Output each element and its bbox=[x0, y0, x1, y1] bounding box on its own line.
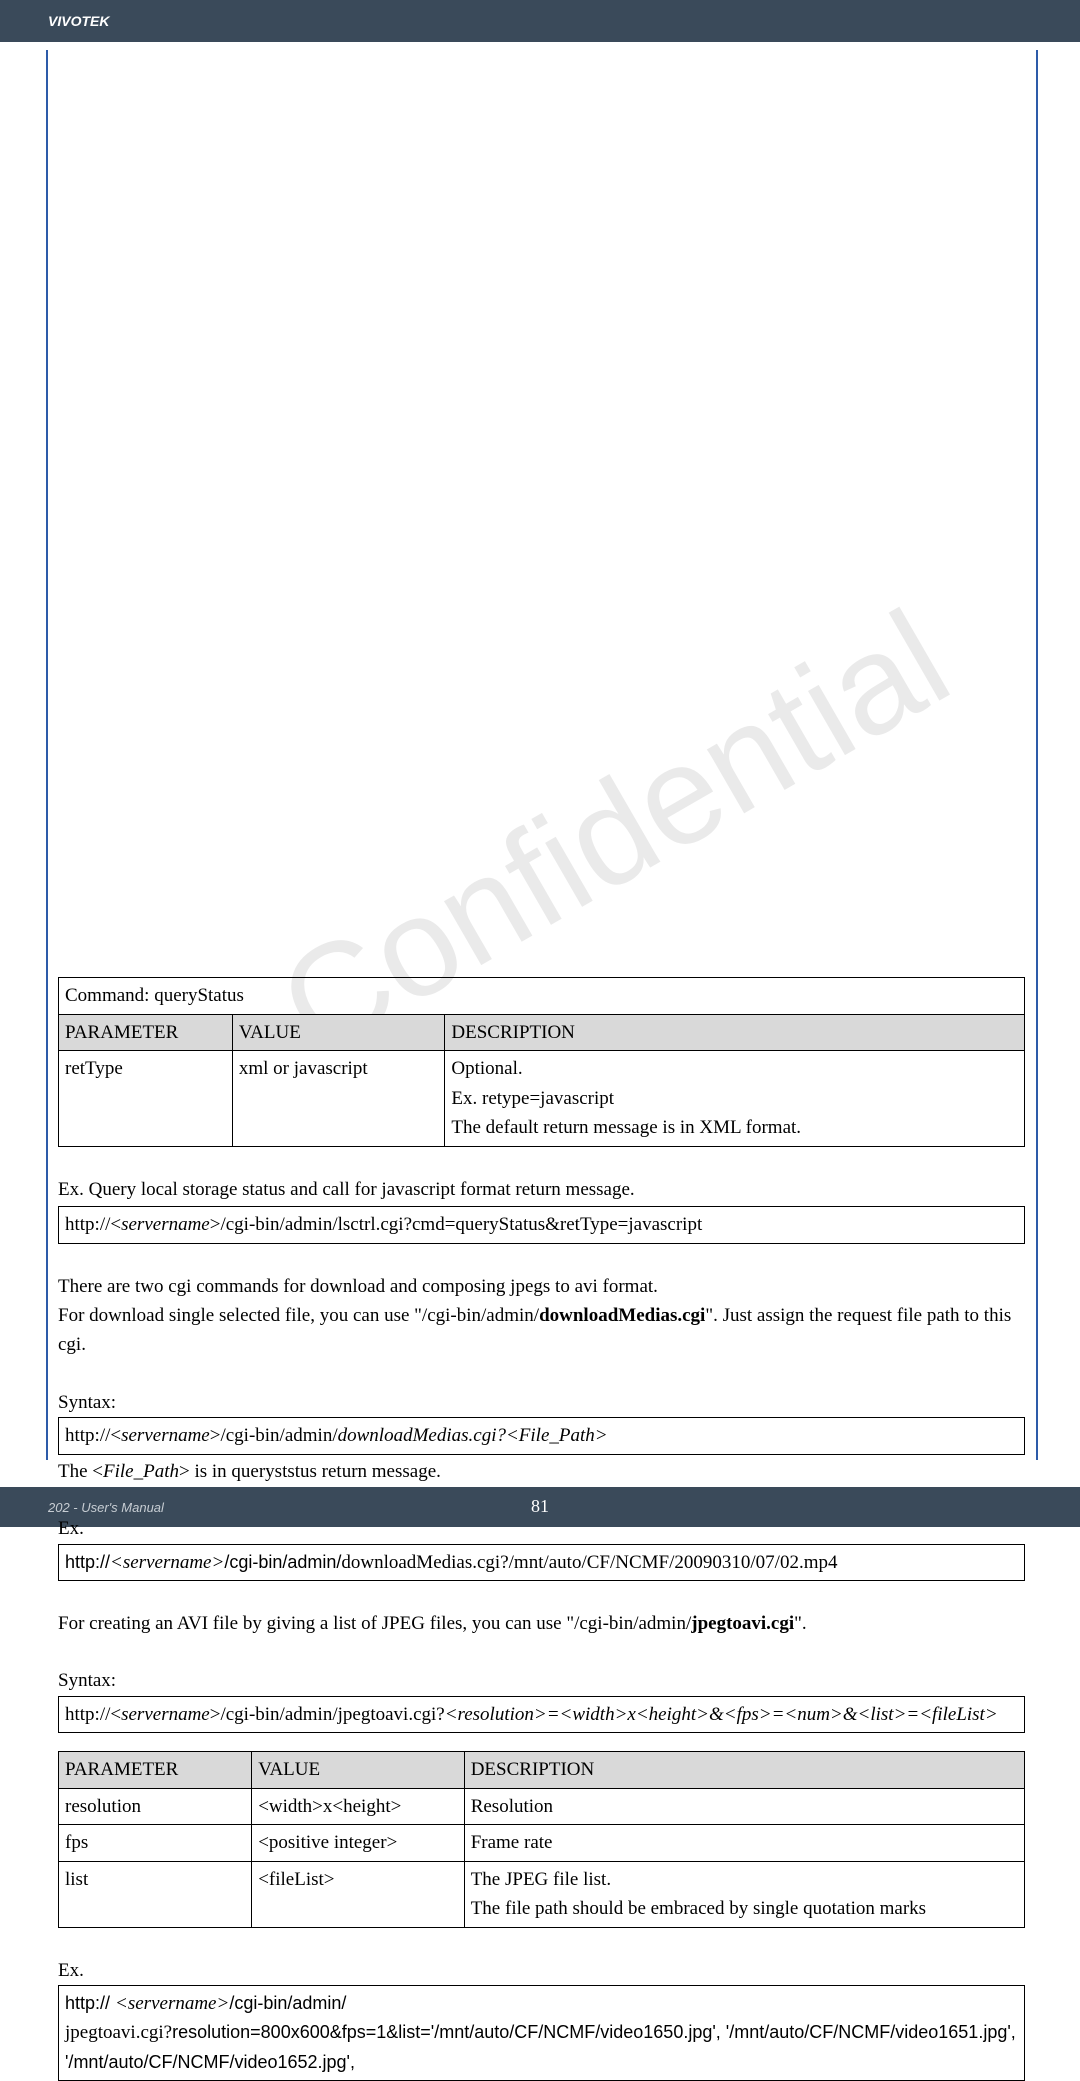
filepath-note: The <File_Path> is in queryststus return… bbox=[58, 1457, 1025, 1486]
param-table-2: PARAMETER VALUE DESCRIPTION resolution <… bbox=[58, 1751, 1025, 1927]
para1-l2a: For download single selected file, you c… bbox=[58, 1305, 539, 1326]
t2-r1-param: resolution bbox=[59, 1788, 252, 1824]
th-description: DESCRIPTION bbox=[445, 1014, 1025, 1050]
desc-line2: Ex. retype=javascript bbox=[451, 1084, 1018, 1113]
header-bar: VIVOTEK bbox=[0, 0, 1080, 42]
footer-text: 202 - User's Manual bbox=[48, 1500, 164, 1515]
t2-th-desc: DESCRIPTION bbox=[464, 1752, 1024, 1788]
desc-line3: The default return message is in XML for… bbox=[451, 1113, 1018, 1142]
ex1-rest: downloadMedias.cgi?/mnt/auto/CF/NCMF/200… bbox=[341, 1552, 837, 1573]
ex-query-text: Ex. Query local storage status and call … bbox=[58, 1175, 1025, 1204]
para2-c: ". bbox=[794, 1613, 807, 1634]
syntax-label-1: Syntax: bbox=[58, 1388, 1025, 1417]
ex2-l2a: jpegtoavi.cgi? bbox=[65, 2022, 172, 2043]
ex2-post: /cgi-bin/admin/ bbox=[229, 1993, 346, 2013]
t2-r2-param: fps bbox=[59, 1825, 252, 1861]
paragraph-jpegtoavi: For creating an AVI file by giving a lis… bbox=[58, 1609, 1025, 1638]
ex-box-2: http:// <servername>/cgi-bin/admin/ jpeg… bbox=[58, 1985, 1025, 2081]
url1-servername: servername bbox=[121, 1214, 210, 1235]
ex1-srv: <servername> bbox=[110, 1552, 224, 1573]
command-name: queryStatus bbox=[154, 985, 244, 1006]
td-param: retType bbox=[59, 1051, 233, 1146]
para1-line2: For download single selected file, you c… bbox=[58, 1301, 1025, 1360]
url2-mid: >/cgi-bin/admin/ bbox=[210, 1425, 338, 1446]
syntax-label-2: Syntax: bbox=[58, 1666, 1025, 1695]
t2-th-param: PARAMETER bbox=[59, 1752, 252, 1788]
t2-r1-desc: Resolution bbox=[464, 1788, 1024, 1824]
url2-ital: downloadMedias.cgi?<File_Path> bbox=[338, 1425, 608, 1446]
fp-ital: File_Path bbox=[103, 1461, 179, 1482]
command-cell: Command: queryStatus bbox=[59, 978, 1025, 1014]
url3-pre: http://< bbox=[65, 1704, 121, 1725]
ex2-srv: <servername> bbox=[115, 1993, 229, 2014]
ex2-line2: jpegtoavi.cgi?resolution=800x600&fps=1&l… bbox=[65, 2018, 1018, 2077]
brand-text: VIVOTEK bbox=[48, 13, 109, 29]
th-parameter: PARAMETER bbox=[59, 1014, 233, 1050]
ex1-post: /cgi-bin/admin/ bbox=[224, 1552, 341, 1572]
para2-b: jpegtoavi.cgi bbox=[691, 1613, 794, 1634]
ex-box-1: http://<servername>/cgi-bin/admin/downlo… bbox=[58, 1544, 1025, 1581]
page-content: Confidential Command: queryStatus PARAME… bbox=[58, 58, 1025, 2081]
t2-r3-desc: The JPEG file list. The file path should… bbox=[464, 1861, 1024, 1927]
ex-label-2: Ex. bbox=[58, 1956, 1025, 1985]
th-value: VALUE bbox=[232, 1014, 445, 1050]
url-box-1: http://<servername>/cgi-bin/admin/lsctrl… bbox=[58, 1206, 1025, 1243]
td-value: xml or javascript bbox=[232, 1051, 445, 1146]
t2-r1-value: <width>x<height> bbox=[252, 1788, 465, 1824]
url3-srv: servername bbox=[121, 1704, 210, 1725]
fp-post: > is in queryststus return message. bbox=[179, 1461, 441, 1482]
ex2-pre: http:// bbox=[65, 1993, 115, 2013]
command-label: Command: bbox=[65, 985, 149, 1006]
para1-line1: There are two cgi commands for download … bbox=[58, 1272, 1025, 1301]
url-box-3: http://<servername>/cgi-bin/admin/jpegto… bbox=[58, 1696, 1025, 1733]
t2-r3-d1: The JPEG file list. bbox=[471, 1865, 1018, 1894]
t2-r2-value: <positive integer> bbox=[252, 1825, 465, 1861]
t2-r3-param: list bbox=[59, 1861, 252, 1927]
ex2-line1: http:// <servername>/cgi-bin/admin/ bbox=[65, 1989, 1018, 2018]
t2-th-value: VALUE bbox=[252, 1752, 465, 1788]
t2-r2-desc: Frame rate bbox=[464, 1825, 1024, 1861]
url1-post: >/cgi-bin/admin/lsctrl.cgi?cmd=queryStat… bbox=[210, 1214, 703, 1235]
url-box-2: http://<servername>/cgi-bin/admin/downlo… bbox=[58, 1417, 1025, 1454]
url1-pre: http://< bbox=[65, 1214, 121, 1235]
ex1-pre: http:// bbox=[65, 1552, 110, 1572]
fp-pre: The < bbox=[58, 1461, 103, 1482]
t2-r3-d2: The file path should be embraced by sing… bbox=[471, 1894, 1018, 1923]
ex1-content: http://<servername>/cgi-bin/admin/downlo… bbox=[65, 1552, 837, 1572]
command-table: Command: queryStatus PARAMETER VALUE DES… bbox=[58, 977, 1025, 1146]
url2-pre: http://< bbox=[65, 1425, 121, 1446]
url3-ital: <resolution>=<width>x<height>&<fps>=<num… bbox=[445, 1704, 998, 1725]
td-desc: Optional. Ex. retype=javascript The defa… bbox=[445, 1051, 1025, 1146]
para1-l2b: downloadMedias.cgi bbox=[539, 1305, 705, 1326]
paragraph-download: There are two cgi commands for download … bbox=[58, 1272, 1025, 1360]
ex2-l2b: resolution=800x600&fps=1&list='/mnt/auto… bbox=[65, 2022, 1016, 2071]
para2-a: For creating an AVI file by giving a lis… bbox=[58, 1613, 691, 1634]
url2-srv: servername bbox=[121, 1425, 210, 1446]
url3-mid: >/cgi-bin/admin/jpegtoavi.cgi? bbox=[210, 1704, 445, 1725]
t2-r3-value: <fileList> bbox=[252, 1861, 465, 1927]
desc-line1: Optional. bbox=[451, 1054, 1018, 1083]
ex-label-1: Ex. bbox=[58, 1514, 1025, 1543]
